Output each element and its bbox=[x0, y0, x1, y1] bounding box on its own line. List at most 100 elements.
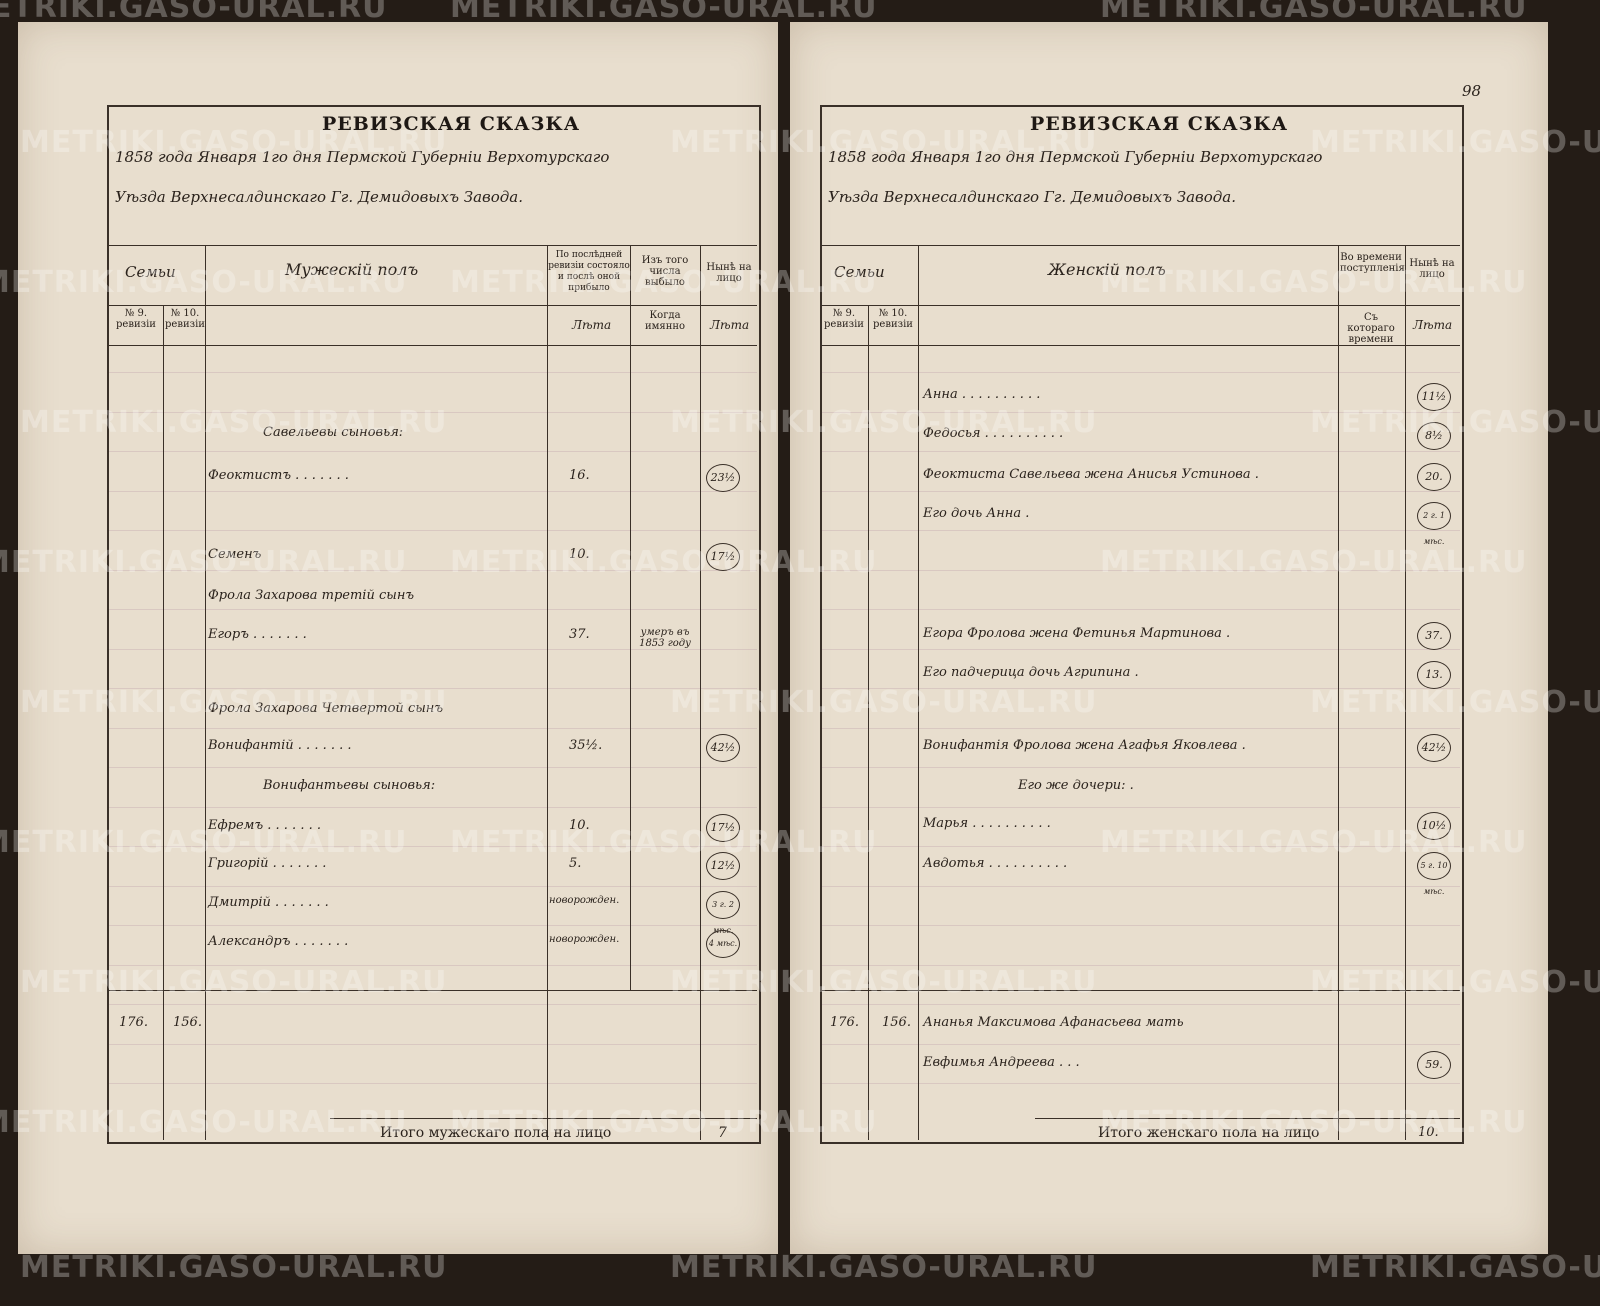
column-line bbox=[630, 245, 631, 990]
person-name: Анна . . . . . . . . . . bbox=[923, 387, 1041, 402]
person-name: Фрола Захарова третій сынъ bbox=[208, 588, 415, 603]
column-line bbox=[1405, 245, 1406, 1140]
person-name: Феоктиста Савельева жена Анисья Устинова… bbox=[923, 467, 1259, 482]
family-rev9: 176. bbox=[830, 1015, 859, 1030]
last-revision-header: По послѣдней ревизіи состояло и послѣ он… bbox=[548, 250, 630, 293]
ruled-line bbox=[820, 1043, 1460, 1045]
person-name: Ефремъ . . . . . . . bbox=[208, 818, 321, 833]
ruled-line bbox=[820, 490, 1460, 492]
ruled-line bbox=[820, 964, 1460, 966]
section-header: Женскій полъ bbox=[1048, 260, 1166, 279]
person-name: Марья . . . . . . . . . . bbox=[923, 816, 1051, 831]
ruled-line bbox=[107, 767, 757, 768]
person-name: Савельевы сыновья: bbox=[263, 425, 404, 440]
ruled-line bbox=[107, 885, 757, 887]
previous-age: новорожден. bbox=[549, 895, 620, 906]
page-number: 98 bbox=[1462, 82, 1482, 100]
ruled-line bbox=[820, 885, 1460, 887]
present-age: 3 г. 2 мѣс. bbox=[706, 891, 740, 935]
column-line bbox=[205, 245, 206, 1140]
years-header: Лѣта bbox=[572, 318, 612, 332]
ruled-line bbox=[107, 1083, 757, 1084]
table-line bbox=[107, 990, 757, 991]
right-page: РЕВИЗСКАЯ СКАЗКА 1858 года Января 1го дня… bbox=[790, 22, 1548, 1254]
present-age: 11½ bbox=[1417, 383, 1451, 411]
header-line-2: Уѣзда Верхнесалдинскаго Гг. Демидовыхъ З… bbox=[828, 188, 1237, 206]
family-rev10: 156. bbox=[173, 1015, 202, 1030]
rev10-header: № 10. ревизіи bbox=[165, 308, 205, 330]
since-when-header: Съ котораго времени bbox=[1347, 312, 1395, 345]
rev9-header: № 9. ревизіи bbox=[824, 308, 864, 330]
table-line bbox=[820, 305, 1460, 306]
present-age: 4 мѣс. bbox=[706, 930, 740, 958]
total-line bbox=[1035, 1118, 1460, 1119]
ruled-line bbox=[107, 411, 757, 413]
ruled-line bbox=[107, 727, 757, 729]
when-header: Когда имянно bbox=[644, 310, 686, 332]
ruled-line bbox=[107, 648, 757, 650]
table-line bbox=[107, 305, 757, 306]
person-name: Григорій . . . . . . . bbox=[208, 856, 327, 871]
person-name: Егоръ . . . . . . . bbox=[208, 627, 307, 642]
ruled-line bbox=[107, 925, 757, 926]
present-age: 23½ bbox=[706, 464, 740, 492]
person-name: Вонифантій . . . . . . . bbox=[208, 738, 352, 753]
ruled-line bbox=[820, 846, 1460, 847]
ruled-line bbox=[820, 727, 1460, 729]
column-line bbox=[868, 305, 869, 1140]
departed-header: Изъ того числа выбыло bbox=[641, 255, 689, 288]
ruled-line bbox=[107, 451, 757, 452]
watermark: METRIKI.GASO-URAL.RU bbox=[670, 1250, 1098, 1285]
column-line bbox=[918, 245, 919, 1140]
table-line bbox=[107, 245, 757, 246]
watermark: METRIKI.GASO-URAL.RU bbox=[20, 1250, 448, 1285]
table-line bbox=[820, 245, 1460, 246]
column-line bbox=[547, 245, 548, 1140]
table-frame bbox=[820, 105, 1464, 1144]
present-age: 2 г. 1 мѣс. bbox=[1417, 502, 1451, 546]
ruled-line bbox=[820, 688, 1460, 689]
ruled-line bbox=[820, 767, 1460, 768]
table-line bbox=[820, 345, 1460, 346]
ruled-line bbox=[107, 1043, 757, 1045]
watermark: METRIKI.GASO-URAL.RU bbox=[1310, 1250, 1600, 1285]
ruled-line bbox=[107, 530, 757, 531]
previous-age: новорожден. bbox=[549, 934, 620, 945]
total-label: Итого женскаго пола на лицо bbox=[1098, 1125, 1320, 1141]
ruled-line bbox=[820, 806, 1460, 808]
family-member: Ананья Максимова Афанасьева мать bbox=[923, 1015, 1184, 1030]
previous-age: 10. bbox=[569, 818, 590, 833]
ruled-line bbox=[820, 411, 1460, 413]
previous-age: 5. bbox=[569, 856, 582, 871]
left-page: РЕВИЗСКАЯ СКАЗКА 1858 года Января 1го дня… bbox=[18, 22, 778, 1254]
rev10-header: № 10. ревизіи bbox=[873, 308, 913, 330]
present-age: 8½ bbox=[1417, 422, 1451, 450]
person-name: Его же дочери: . bbox=[1018, 778, 1134, 793]
ruled-line bbox=[820, 1083, 1460, 1084]
header-line-1: 1858 года Января 1го дня Пермской Губерн… bbox=[115, 148, 610, 166]
person-name: Семенъ bbox=[208, 547, 262, 562]
ruled-line bbox=[820, 372, 1460, 373]
ruled-line bbox=[820, 1004, 1460, 1005]
column-line bbox=[1338, 245, 1339, 1140]
present-age: 10½ bbox=[1417, 812, 1451, 840]
present-age: 42½ bbox=[1417, 734, 1451, 762]
present-age: 17½ bbox=[706, 814, 740, 842]
ruled-line bbox=[107, 490, 757, 492]
person-name: Вонифантьевы сыновья: bbox=[263, 778, 436, 793]
previous-age: 37. bbox=[569, 627, 590, 642]
present-age: 17½ bbox=[706, 543, 740, 571]
family-member: Евфимья Андреева . . . bbox=[923, 1055, 1080, 1070]
person-name: Авдотья . . . . . . . . . . bbox=[923, 856, 1068, 871]
previous-age: 35½. bbox=[569, 738, 603, 753]
person-name: Федосья . . . . . . . . . . bbox=[923, 426, 1064, 441]
families-header: Семьи bbox=[834, 263, 885, 281]
document-title: РЕВИЗСКАЯ СКАЗКА bbox=[322, 113, 581, 135]
ruled-line bbox=[107, 964, 757, 966]
person-name: Вонифантія Фролова жена Агафья Яковлева … bbox=[923, 738, 1246, 753]
table-line bbox=[820, 990, 1460, 991]
person-name: Его падчерица дочь Агрипина . bbox=[923, 665, 1139, 680]
person-name: Дмитрій . . . . . . . bbox=[208, 895, 329, 910]
present-age: 13. bbox=[1417, 661, 1451, 689]
ruled-line bbox=[107, 372, 757, 373]
